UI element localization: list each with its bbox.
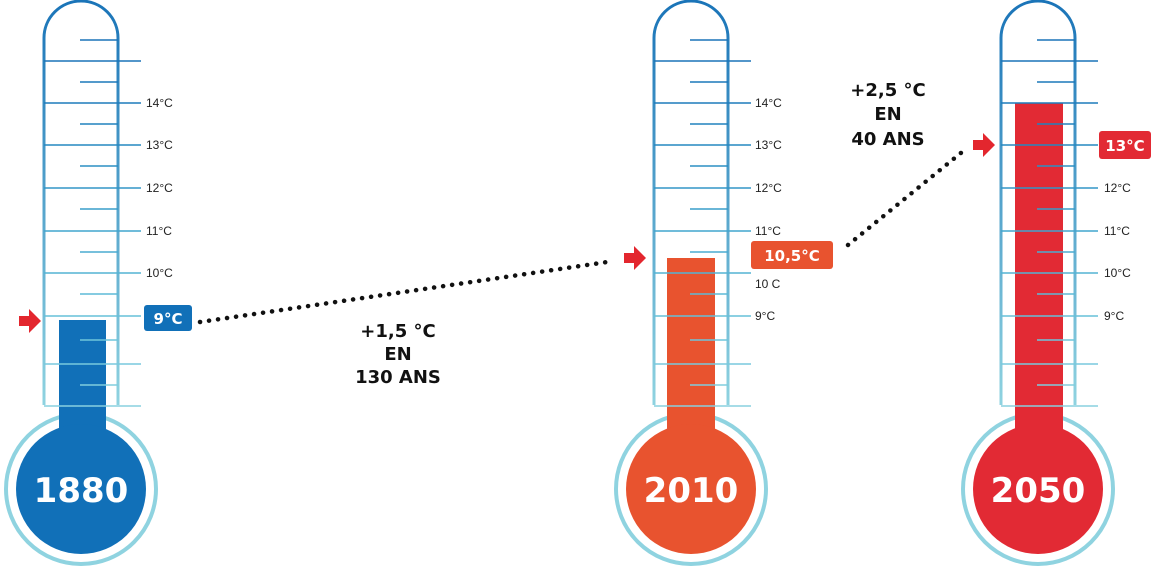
thermometer-2010: 2010 14°C 13°C 12°C 11°C 10 C 9°C [614,0,833,566]
temperature-badge [751,241,833,269]
annotation-line: +1,5 °C [360,321,435,342]
bulb [16,424,146,554]
mercury-column [667,258,715,438]
tick-label: 12°C [755,181,782,195]
tick-label: 9°C [1104,309,1124,323]
level-arrow [624,246,646,270]
bulb [973,424,1103,554]
tube-outline [652,0,730,405]
mercury-column [1015,103,1063,438]
year-label: 1880 [34,471,129,511]
scale [1001,39,1098,407]
year-label: 2010 [644,471,739,511]
tick-label: 11°C [755,224,781,238]
scale [654,39,751,407]
dotted-connector [845,145,970,248]
bulb [626,424,756,554]
thermometer-1880: 1880 14°C 13°C 12°C 11°C 10°C [4,0,192,566]
tick-label: 10°C [1104,266,1131,280]
tick-label: 9°C [755,309,775,323]
tick-label: 12°C [1104,181,1131,195]
annotation-line: 40 ANS [851,129,924,150]
annotation-2010-2050: +2,5 °C EN 40 ANS [850,80,925,150]
tick-label: 12°C [146,181,173,195]
tick-label: 13°C [146,138,173,152]
temperature-badge-label: 9°C [154,310,183,328]
tick-label: 14°C [146,96,173,110]
level-arrow [973,133,995,157]
annotation-1880-2010: +1,5 °C EN 130 ANS [355,321,441,388]
annotation-line: EN [874,104,901,125]
temperature-badge-label: 13°C [1105,137,1144,155]
annotation-line: +2,5 °C [850,80,925,101]
temperature-badge [144,305,192,331]
scale [44,39,141,407]
annotation-line: EN [384,344,411,365]
tick-label: 13°C [755,138,782,152]
mercury-column [59,320,106,440]
year-label: 2050 [991,471,1086,511]
temperature-badge [1099,131,1151,159]
tube-outline [999,0,1077,405]
level-arrow [19,309,41,333]
annotation-line: 130 ANS [355,367,441,388]
tick-label: 11°C [1104,224,1130,238]
thermometer-2050: 2050 12°C 11°C 10°C 9°C 13°C [961,0,1151,566]
temperature-badge-label: 10,5°C [764,247,820,265]
tick-label: 10°C [146,266,173,280]
tube-outline [42,0,120,405]
tick-label: 11°C [146,224,172,238]
dotted-connector [197,258,617,325]
tick-label: 10 C [755,277,781,291]
tick-label: 14°C [755,96,782,110]
